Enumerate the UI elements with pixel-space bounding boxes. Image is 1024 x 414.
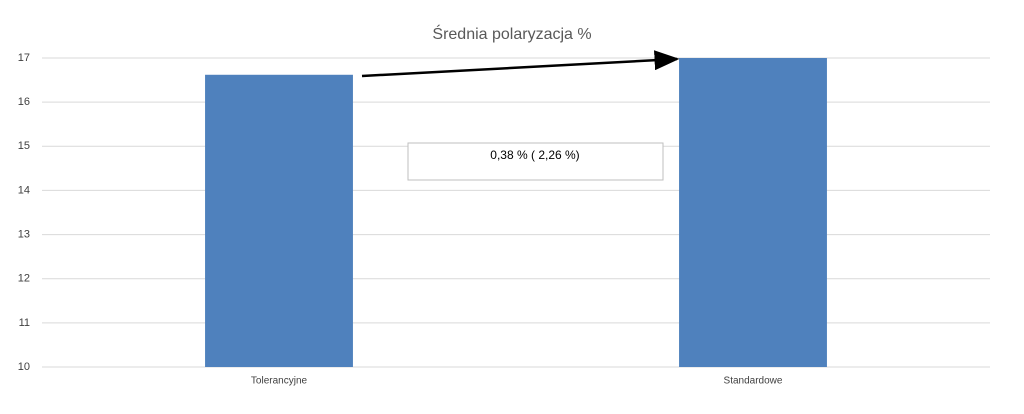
x-tick-label: Tolerancyjne <box>251 376 308 387</box>
y-tick-label: 10 <box>18 361 30 373</box>
y-tick-label: 13 <box>18 228 30 240</box>
y-tick-label: 16 <box>18 96 30 108</box>
annotation: 0,38 % ( 2,26 %) <box>490 148 579 162</box>
y-tick-label: 17 <box>18 52 30 64</box>
y-tick-label: 11 <box>19 317 30 329</box>
y-tick-label: 12 <box>18 273 30 285</box>
annotation-box <box>407 142 664 181</box>
x-tick-label: Standardowe <box>724 376 783 387</box>
y-tick-label: 15 <box>18 140 30 152</box>
arrow <box>361 50 680 78</box>
chart-title: Średnia polaryzacja % <box>432 24 591 43</box>
y-tick-label: 14 <box>18 184 30 196</box>
bar <box>679 58 827 367</box>
bar <box>205 74 353 367</box>
